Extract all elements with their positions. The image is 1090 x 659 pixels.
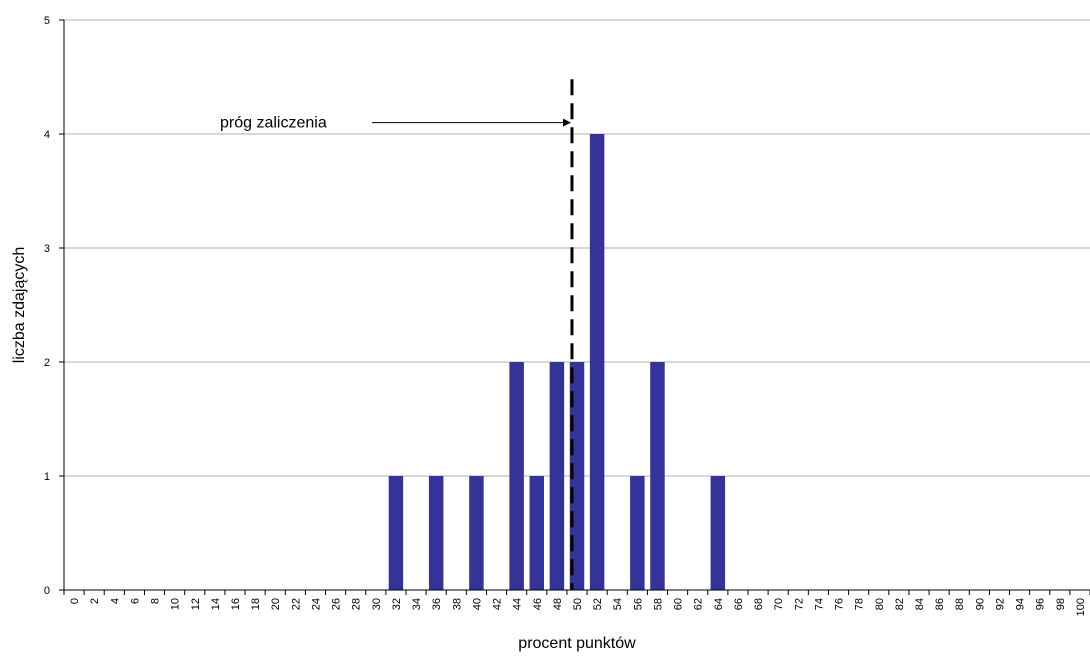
x-axis-label: procent punktów [518, 635, 636, 652]
x-tick-label: 36 [431, 598, 443, 610]
bar [650, 362, 665, 590]
x-tick-label: 42 [492, 598, 504, 610]
gridlines [64, 19, 1090, 477]
x-tick-label: 68 [753, 598, 765, 610]
y-tick-label: 2 [44, 357, 50, 369]
x-tick-label: 100 [1075, 598, 1087, 616]
x-tick-label: 86 [934, 598, 946, 610]
x-tick-label: 72 [793, 598, 805, 610]
x-tick-label: 90 [974, 598, 986, 610]
x-tick-label: 88 [954, 598, 966, 610]
bar [529, 476, 545, 590]
x-tick-label: 26 [331, 598, 343, 610]
x-tick-label: 24 [310, 598, 322, 610]
x-tick-label: 98 [1055, 598, 1067, 610]
x-tick-label: 16 [230, 598, 242, 610]
x-tick-label: 92 [994, 598, 1006, 610]
bar [630, 476, 645, 590]
x-tick-label: 32 [391, 598, 403, 610]
x-tick-label: 78 [854, 598, 866, 610]
x-tick-label: 18 [250, 598, 262, 610]
x-tick-label: 34 [411, 598, 423, 610]
x-tick-label: 14 [210, 598, 222, 610]
x-tick-label: 84 [914, 598, 926, 610]
y-tick-label: 5 [44, 15, 50, 27]
x-tick-label: 56 [632, 598, 644, 610]
x-tick-label: 52 [592, 598, 604, 610]
bar [388, 476, 404, 590]
x-tick-label: 6 [129, 598, 141, 604]
x-tick-label: 94 [1015, 598, 1027, 610]
bar [428, 476, 444, 590]
y-tick-label: 0 [44, 585, 50, 597]
x-tick-label: 96 [1035, 598, 1047, 610]
x-tick-label: 38 [451, 598, 463, 610]
x-tick-label: 12 [190, 598, 202, 610]
x-tick-label: 44 [512, 598, 524, 610]
x-tick-labels: 0 2 4 6 8 10 12 14 16 18 20 22 24 26 28 30 32 34 36 38 40 42 4… [69, 598, 1087, 616]
x-tick-label: 58 [652, 598, 664, 610]
x-tick-label: 60 [673, 598, 685, 610]
bar [549, 362, 565, 590]
axes [59, 19, 1090, 595]
y-tick-label: 4 [44, 129, 50, 141]
x-tick-label: 22 [290, 598, 302, 610]
bar [589, 134, 605, 590]
y-axis-label: liczba zdających [11, 247, 28, 364]
x-tick-label: 64 [713, 598, 725, 610]
x-tick-label: 76 [834, 598, 846, 610]
x-tick-label: 62 [693, 598, 705, 610]
x-tick-label: 48 [552, 598, 564, 610]
x-tick-label: 74 [813, 598, 825, 610]
x-tick-label: 0 [69, 598, 81, 604]
x-tick-label: 66 [733, 598, 745, 610]
x-tick-label: 82 [894, 598, 906, 610]
bar [469, 476, 484, 590]
x-tick-label: 40 [471, 598, 483, 610]
bars [388, 134, 726, 590]
x-tick-label: 30 [371, 598, 383, 610]
y-tick-label: 3 [44, 243, 50, 255]
x-tick-label: 2 [89, 598, 101, 604]
x-tick-label: 10 [170, 598, 182, 610]
bar [710, 476, 726, 590]
x-tick-label: 8 [150, 598, 162, 604]
y-tick-label: 1 [44, 471, 50, 483]
x-tick-label: 4 [109, 598, 121, 604]
x-tick-label: 70 [773, 598, 785, 610]
x-tick-label: 54 [612, 598, 624, 610]
x-tick-label: 50 [572, 598, 584, 610]
bar [509, 362, 524, 590]
x-tick-label: 80 [874, 598, 886, 610]
x-tick-label: 28 [351, 598, 363, 610]
x-tick-label: 46 [532, 598, 544, 610]
x-tick-label: 20 [270, 598, 282, 610]
y-tick-labels: 0 1 2 3 4 5 [44, 15, 50, 597]
threshold-label: próg zaliczenia [220, 115, 327, 132]
